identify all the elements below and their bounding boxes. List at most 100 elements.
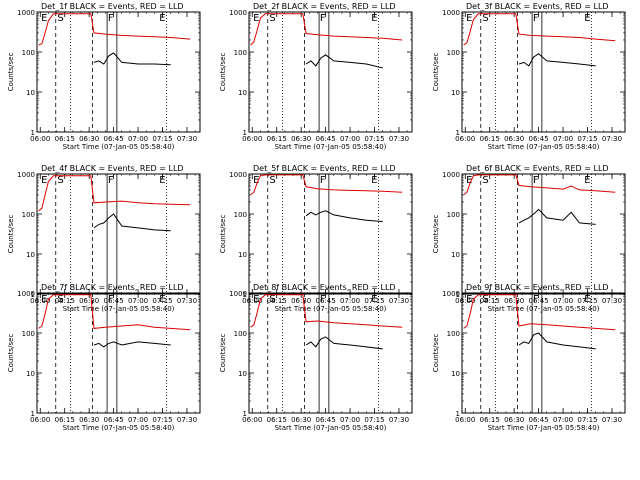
y-tick-label: 10 (451, 370, 460, 378)
event-marker-label: E (253, 294, 259, 305)
y-tick-label: 100 (22, 330, 35, 338)
x-tick-label: 06:15 (267, 135, 287, 143)
y-tick-label: 1 (456, 129, 460, 137)
x-tick-label: 06:00 (455, 416, 475, 424)
y-tick-label: 100 (234, 49, 247, 57)
event-marker-label: E (466, 294, 472, 305)
panel-1: Det_1f BLACK = Events, RED = LLD 1 10 100 10… (7, 2, 201, 151)
event-marker-label: E (159, 13, 165, 24)
event-marker-label: F (320, 175, 326, 186)
event-marker-label: F (108, 175, 114, 186)
plot-frame (36, 292, 201, 414)
plot-frame (248, 173, 413, 295)
x-tick-label: 07:15 (364, 416, 384, 424)
event-marker-label: E (584, 294, 590, 305)
event-marker-label: S (482, 294, 488, 305)
x-tick-label: 07:15 (577, 297, 597, 305)
y-axis-label: Counts/sec (7, 334, 15, 373)
event-marker-label: F (108, 13, 114, 24)
event-marker-label: E (584, 13, 590, 24)
y-tick-label: 100 (447, 211, 460, 219)
x-tick-label: 07:15 (364, 135, 384, 143)
x-tick-label: 07:00 (128, 135, 148, 143)
x-tick-label: 06:15 (55, 416, 75, 424)
x-axis-label: Start Time (07-Jan-05 05:58:40) (275, 143, 387, 151)
y-tick-label: 100 (22, 211, 35, 219)
x-tick-label: 07:15 (152, 297, 172, 305)
x-tick-label: 07:30 (389, 297, 409, 305)
x-tick-label: 07:15 (577, 416, 597, 424)
x-tick-label: 06:00 (30, 135, 50, 143)
x-tick-label: 07:00 (553, 135, 573, 143)
x-tick-label: 07:00 (128, 416, 148, 424)
y-tick-label: 1000 (17, 171, 35, 179)
event-marker-label: S (482, 13, 488, 24)
y-tick-label: 10 (238, 89, 247, 97)
x-tick-label: 06:15 (480, 297, 500, 305)
panel-title: Det_6f BLACK = Events, RED = LLD (466, 164, 609, 173)
series-events-line (305, 336, 383, 350)
x-axis-label: Start Time (07-Jan-05 05:58:40) (63, 424, 175, 432)
y-tick-label: 1 (243, 129, 247, 137)
y-tick-label: 100 (447, 49, 460, 57)
y-tick-label: 1 (243, 291, 247, 299)
x-tick-label: 06:00 (30, 297, 50, 305)
x-tick-label: 07:15 (152, 135, 172, 143)
y-tick-label: 1000 (17, 290, 35, 298)
event-marker-label: F (320, 13, 326, 24)
series-events-line (305, 54, 383, 69)
y-tick-label: 1000 (442, 290, 460, 298)
y-tick-label: 1000 (442, 9, 460, 17)
x-tick-label: 06:45 (316, 297, 336, 305)
x-axis-label: Start Time (07-Jan-05 05:58:40) (488, 424, 600, 432)
x-tick-label: 07:30 (602, 297, 622, 305)
y-tick-label: 100 (234, 211, 247, 219)
y-tick-label: 1000 (17, 9, 35, 17)
x-tick-label: 06:45 (104, 135, 124, 143)
x-tick-label: 06:00 (242, 135, 262, 143)
y-tick-label: 1 (243, 410, 247, 418)
panel-7: Det_7f BLACK = Events, RED = LLD11010010… (7, 283, 201, 432)
x-tick-label: 07:30 (602, 135, 622, 143)
panel-title: Det_2f BLACK = Events, RED = LLD (253, 2, 396, 11)
y-tick-label: 1 (31, 129, 35, 137)
y-tick-label: 10 (238, 251, 247, 259)
x-tick-label: 06:00 (455, 297, 475, 305)
y-tick-label: 100 (22, 49, 35, 57)
series-lld-line (38, 175, 191, 212)
y-tick-label: 1 (456, 291, 460, 299)
x-tick-label: 06:30 (291, 297, 311, 305)
series-events-line (518, 208, 596, 225)
x-tick-label: 06:00 (455, 135, 475, 143)
event-marker-label: E (41, 175, 47, 186)
x-axis-label: Start Time (07-Jan-05 05:58:40) (275, 424, 387, 432)
panel-2: Det_2f BLACK = Events, RED = LLD 1 10 100 10… (219, 2, 413, 151)
x-tick-label: 06:15 (55, 135, 75, 143)
x-tick-label: 06:45 (104, 416, 124, 424)
y-axis-label: Counts/sec (7, 53, 15, 92)
event-marker-label: S (57, 175, 63, 186)
series-lld-line (463, 13, 616, 46)
x-tick-label: 07:15 (152, 416, 172, 424)
plot-frame (461, 173, 626, 295)
event-marker-label: E (371, 175, 377, 186)
plot-frame (36, 173, 201, 295)
x-tick-label: 06:30 (504, 416, 524, 424)
x-tick-label: 07:00 (128, 297, 148, 305)
y-tick-label: 10 (451, 89, 460, 97)
y-tick-label: 10 (26, 89, 35, 97)
event-marker-label: F (108, 294, 114, 305)
x-tick-label: 07:15 (577, 135, 597, 143)
x-tick-label: 06:15 (480, 135, 500, 143)
panel-9: Det_9f BLACK = Events, RED = LLD11010010… (432, 283, 626, 432)
x-axis-label: Start Time (07-Jan-05 05:58:40) (488, 305, 600, 313)
x-tick-label: 06:00 (242, 297, 262, 305)
x-tick-label: 06:00 (30, 416, 50, 424)
y-axis-label: Counts/sec (432, 215, 440, 254)
event-marker-label: E (41, 13, 47, 24)
event-marker-label: E (466, 175, 472, 186)
panel-title: Det_9f BLACK = Events, RED = LLD (466, 283, 609, 292)
panel-title: Det_7f BLACK = Events, RED = LLD (41, 283, 184, 292)
event-marker-label: S (57, 294, 63, 305)
event-marker-label: E (584, 175, 590, 186)
